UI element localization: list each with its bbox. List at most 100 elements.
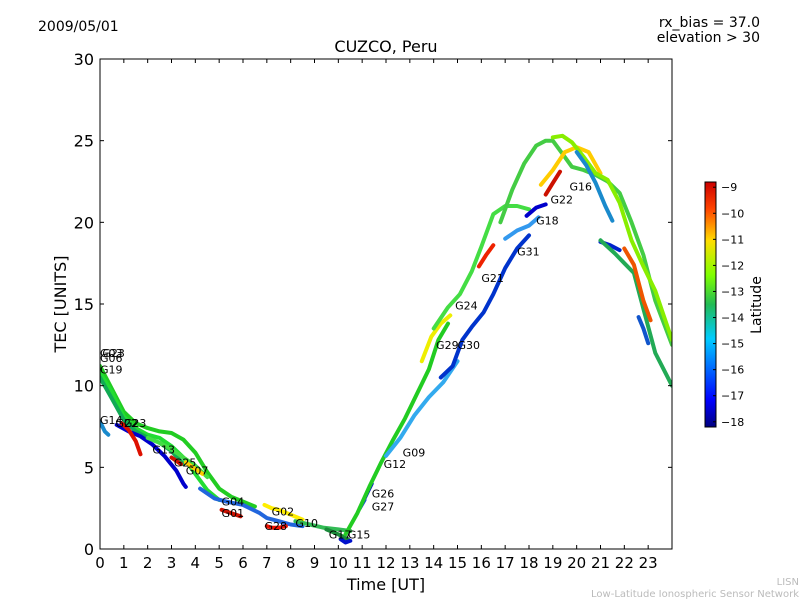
y-tick-label: 5: [84, 458, 94, 477]
series-g12: [343, 321, 450, 537]
x-tick-label: 16: [472, 554, 491, 572]
colorbar-tick-label: −16: [721, 364, 744, 377]
prn-label-g23: G23: [102, 347, 125, 360]
series-g14: [100, 419, 111, 437]
series-g03: [100, 364, 257, 509]
series-g01: [219, 507, 243, 519]
y-tick-label: 20: [74, 213, 94, 232]
x-tick-label: 13: [400, 554, 419, 572]
prn-label-g28: G28: [264, 520, 287, 533]
series-g21: [476, 243, 496, 269]
colorbar-tick-label: −11: [721, 233, 744, 246]
prn-label-g19: G19: [100, 363, 123, 376]
series-g09: [384, 359, 460, 458]
x-tick-label: 11: [353, 554, 372, 572]
colorbar-tick-label: −10: [721, 207, 744, 220]
x-tick-label: 14: [424, 554, 443, 572]
series-g22b: [543, 169, 562, 197]
prn-label-g15: G15: [348, 528, 371, 541]
prn-label-g31: G31: [517, 246, 540, 259]
series-g16: [498, 138, 672, 347]
prn-label-g22: G22: [115, 417, 138, 430]
x-tick-label: 0: [95, 554, 105, 572]
rx-bias-label: rx_bias = 37.0: [659, 15, 760, 31]
prn-label-g12: G12: [384, 458, 407, 471]
series-g26: [100, 370, 222, 502]
series-g04: [198, 486, 305, 529]
x-tick-label: 17: [496, 554, 515, 572]
x-tick-label: 22: [615, 554, 634, 572]
colorbar-tick-label: −9: [721, 181, 737, 194]
colorbar-tick-label: −17: [721, 390, 744, 403]
y-tick-label: 25: [74, 132, 94, 151]
prn-label-g22: G22: [550, 193, 573, 206]
prn-label-g13: G13: [152, 443, 175, 456]
prn-label-g07: G07: [186, 465, 209, 478]
series-g23: [119, 421, 143, 457]
x-tick-label: 10: [329, 554, 348, 572]
prn-label-g30: G30: [458, 339, 481, 352]
series-g07: [183, 460, 205, 476]
series-g28: [264, 524, 288, 530]
colorbar-tick-label: −13: [721, 285, 744, 298]
series-g29: [419, 313, 453, 364]
chart-title: CUZCO, Peru: [334, 37, 437, 56]
y-axis: 0 5 10 15 20 25 30: [74, 50, 672, 559]
series-g31: [503, 215, 541, 241]
series-g16c: [550, 133, 672, 342]
prn-label-g27: G27: [372, 501, 395, 514]
series-g18: [524, 202, 548, 218]
series-g16g: [622, 246, 653, 323]
series-g16b: [538, 145, 603, 187]
x-tick-label: 19: [543, 554, 562, 572]
x-tick-label: 2: [143, 554, 153, 572]
series-g24: [431, 204, 531, 331]
series-g15: [338, 537, 353, 545]
prn-label-g03: G03: [100, 347, 123, 360]
prn-label-g06: G06: [100, 352, 123, 365]
x-tick-label: 4: [191, 554, 201, 572]
prn-label-g02: G02: [272, 505, 295, 518]
prn-label-g17: G17: [329, 528, 352, 541]
prn-label-g21: G21: [481, 272, 504, 285]
footer-short: LISN: [777, 577, 799, 588]
x-tick-label: 18: [519, 554, 538, 572]
x-tick-label: 8: [286, 554, 296, 572]
x-axis: 0 1 2 3 4 5 6 7 8 9 10 11 12 13 14 15 16 17 18 19 20 21 22 23: [95, 59, 658, 572]
colorbar-tick-label: −18: [721, 416, 744, 429]
x-tick-label: 7: [262, 554, 272, 572]
y-tick-label: 15: [74, 295, 94, 314]
y-tick-label: 10: [74, 377, 94, 396]
x-tick-label: 5: [214, 554, 224, 572]
prn-label-g04: G04: [222, 496, 245, 509]
series-g16f: [598, 238, 672, 388]
prn-label-g25: G25: [174, 456, 197, 469]
colorbar-label: Latitude: [749, 276, 765, 334]
footer-long: Low-Latitude Ionospheric Sensor Network: [591, 589, 799, 600]
x-tick-label: 15: [448, 554, 467, 572]
prn-label-g29: G29: [436, 339, 459, 352]
x-tick-label: 3: [167, 554, 177, 572]
prn-label-g23: G23: [124, 417, 147, 430]
prn-label-g10: G10: [295, 517, 318, 530]
colorbar: −9 −10 −11 −12 −13 −14 −15 −16 −17 −18: [704, 181, 744, 429]
series-g25: [169, 455, 183, 467]
x-axis-label: Time [UT]: [346, 575, 425, 594]
series-g10: [293, 519, 353, 533]
x-tick-label: 6: [238, 554, 248, 572]
prn-label-g26: G26: [372, 487, 395, 500]
colorbar-gradient: [704, 181, 717, 428]
y-tick-label: 0: [84, 540, 94, 559]
x-tick-label: 12: [376, 554, 395, 572]
y-axis-label: TEC [UNITS]: [51, 256, 70, 354]
series-g30: [438, 233, 531, 380]
x-tick-label: 1: [119, 554, 129, 572]
prn-label-g01: G01: [222, 507, 245, 520]
series-g13: [145, 435, 210, 480]
prn-label-g18: G18: [536, 215, 559, 228]
prn-label-g16: G16: [570, 180, 593, 193]
series-layer: [100, 133, 672, 545]
colorbar-tick-label: −14: [721, 312, 744, 325]
